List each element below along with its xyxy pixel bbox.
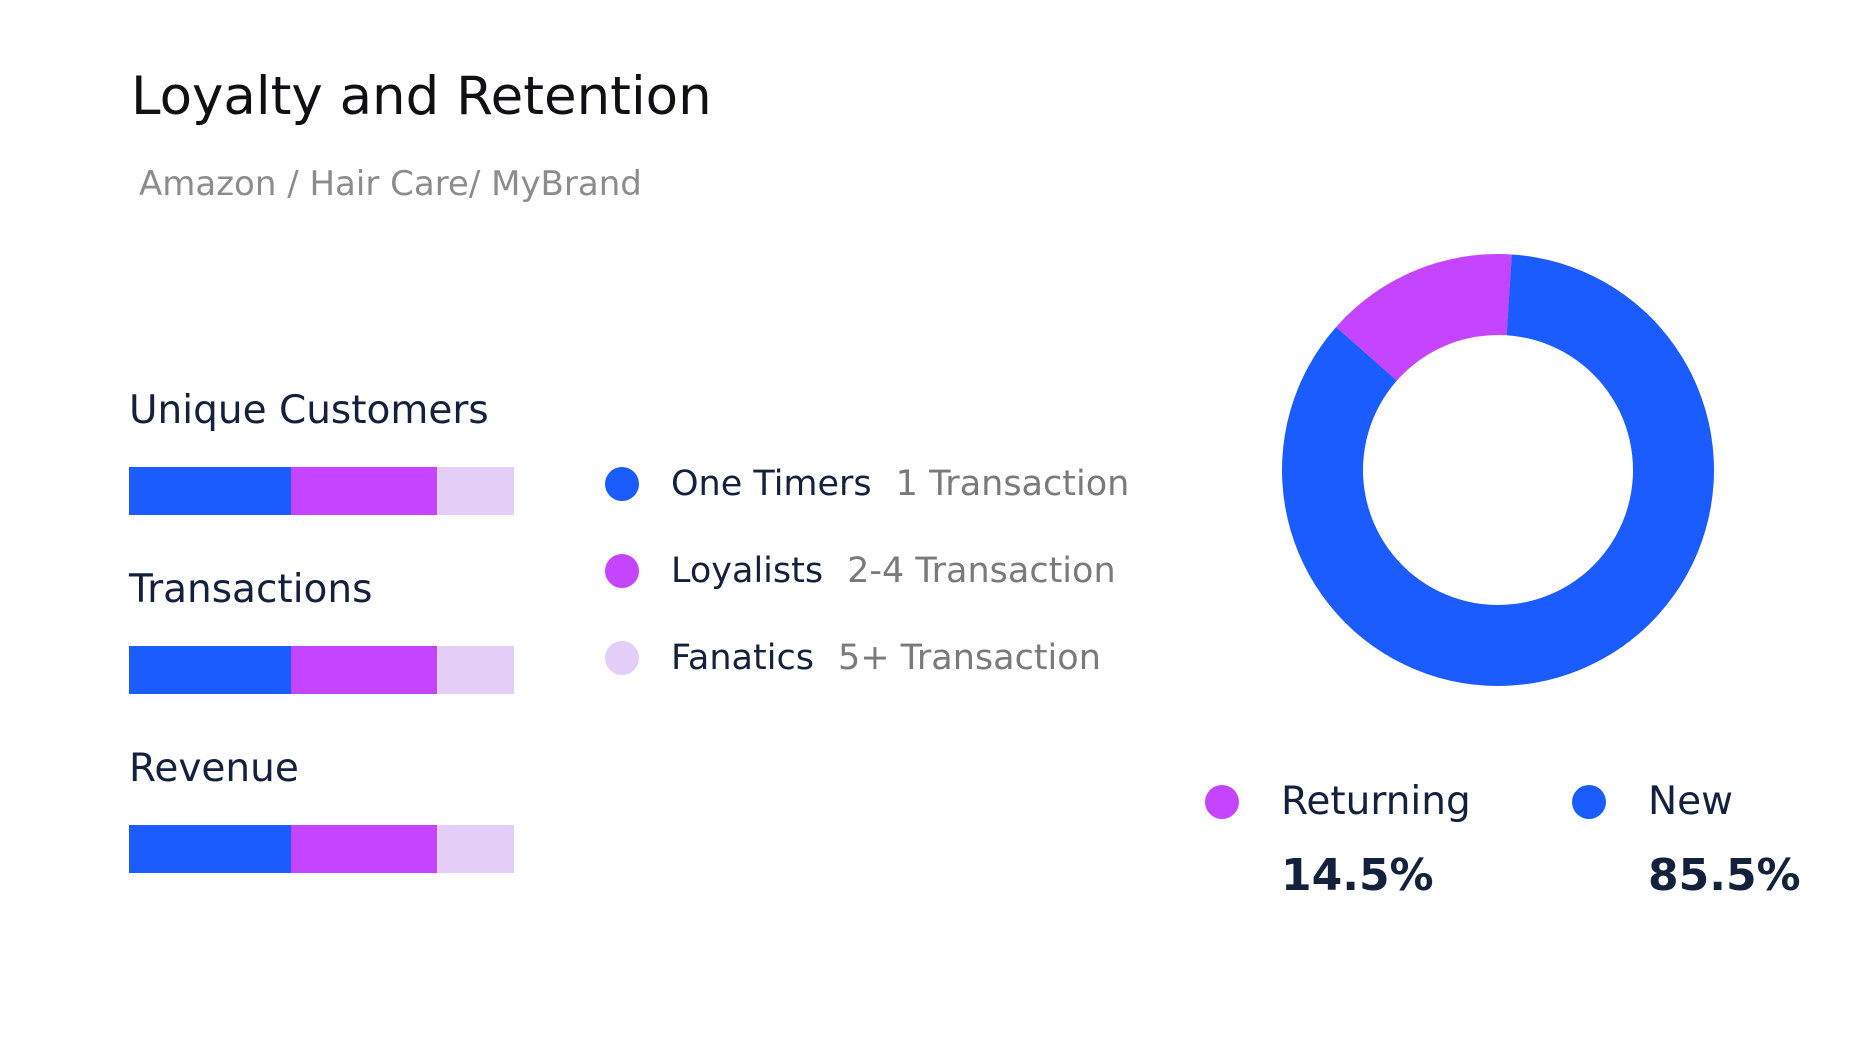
legend-name: One Timers: [671, 464, 872, 504]
segment-fanatics: [436, 646, 514, 694]
legend-item-loyalists: Loyalists 2-4 Transaction: [605, 551, 1116, 591]
segment-loyalists: [290, 646, 437, 694]
returning-percentage: 14.5%: [1281, 850, 1434, 901]
one-timers-dot-icon: [605, 467, 639, 501]
pie-legend-name: Returning: [1281, 779, 1471, 824]
metric-label-transactions: Transactions: [129, 567, 373, 612]
segment-one-timers: [129, 467, 291, 515]
new-percentage: 85.5%: [1648, 850, 1801, 901]
donut-chart: [1281, 253, 1714, 687]
donut-slice-returning: [1336, 253, 1512, 381]
returning-dot-icon: [1205, 784, 1239, 819]
segment-fanatics: [436, 467, 514, 515]
metric-label-unique-customers: Unique Customers: [129, 388, 489, 433]
legend-item-fanatics: Fanatics 5+ Transaction: [605, 638, 1101, 678]
pie-legend-name: New: [1648, 779, 1734, 824]
metric-label-revenue: Revenue: [129, 746, 299, 791]
stacked-bar-revenue: [129, 825, 514, 873]
segment-loyalists: [290, 825, 437, 873]
stacked-bar-unique-customers: [129, 467, 514, 515]
segment-fanatics: [436, 825, 514, 873]
segment-loyalists: [290, 467, 437, 515]
page-title: Loyalty and Retention: [131, 66, 712, 127]
fanatics-dot-icon: [605, 641, 639, 675]
breadcrumb: Amazon / Hair Care/ MyBrand: [139, 164, 642, 204]
segment-one-timers: [129, 646, 291, 694]
legend-desc: 1 Transaction: [895, 464, 1130, 504]
donut-slice-new: [1281, 254, 1714, 687]
legend-name: Loyalists: [671, 551, 824, 591]
legend-desc: 5+ Transaction: [837, 638, 1101, 678]
new-dot-icon: [1572, 784, 1606, 819]
legend-name: Fanatics: [671, 638, 814, 678]
pie-legend-returning: Returning 14.5%: [1205, 779, 1471, 901]
segment-one-timers: [129, 825, 291, 873]
legend-desc: 2-4 Transaction: [847, 551, 1116, 591]
loyalists-dot-icon: [605, 554, 639, 588]
stacked-bar-transactions: [129, 646, 514, 694]
pie-legend-new: New 85.5%: [1572, 779, 1801, 901]
legend-item-one-timers: One Timers 1 Transaction: [605, 464, 1129, 504]
